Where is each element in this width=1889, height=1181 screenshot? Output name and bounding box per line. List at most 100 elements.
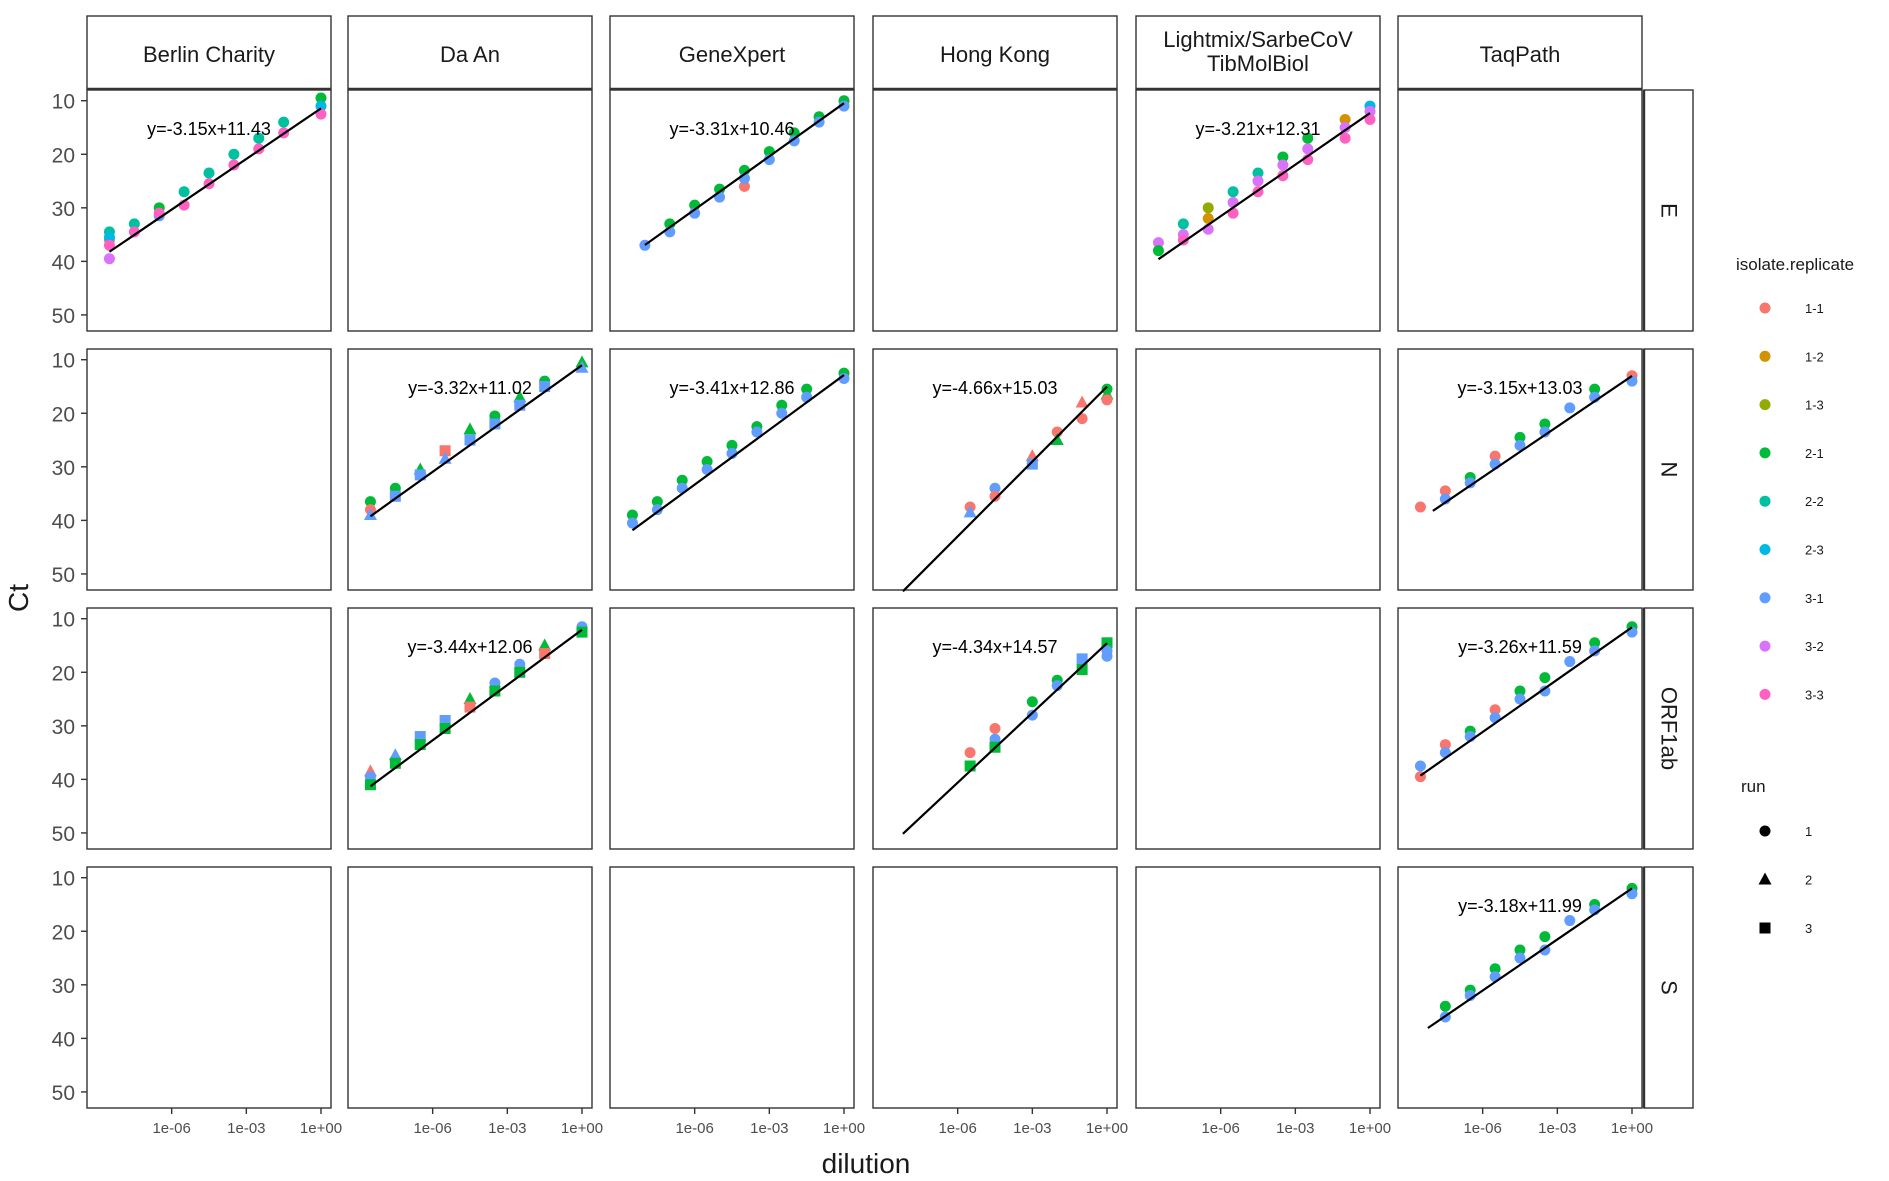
legend-color-label: 2-3 bbox=[1805, 543, 1824, 558]
data-point bbox=[964, 760, 976, 772]
data-point bbox=[776, 399, 788, 411]
panel-data: y=-3.41x+12.86 bbox=[626, 367, 850, 532]
fit-equation: y=-4.66x+15.03 bbox=[932, 378, 1057, 398]
x-tick-label: 1e-03 bbox=[488, 1120, 526, 1137]
column-strip bbox=[609, 15, 855, 90]
fit-equation: y=-3.26x+11.59 bbox=[1458, 637, 1582, 657]
data-point bbox=[538, 638, 552, 651]
column-strip-label: Lightmix/SarbeCoV bbox=[1163, 27, 1353, 52]
data-point bbox=[1050, 433, 1064, 446]
data-point bbox=[253, 132, 265, 144]
legend-color-swatch bbox=[1759, 302, 1771, 314]
data-point bbox=[128, 226, 140, 238]
data-point bbox=[463, 692, 477, 705]
y-tick-label: 20 bbox=[52, 662, 75, 685]
y-tick-label: 40 bbox=[52, 510, 75, 533]
x-tick-label: 1e+00 bbox=[1611, 1120, 1653, 1137]
x-tick-label: 1e+00 bbox=[1086, 1120, 1128, 1137]
facet-panel bbox=[347, 89, 593, 332]
legend-color-label: 1-3 bbox=[1805, 398, 1824, 413]
data-point bbox=[1339, 121, 1351, 133]
data-point bbox=[103, 231, 115, 243]
data-point bbox=[651, 504, 663, 516]
legend-color-label: 2-1 bbox=[1805, 446, 1824, 461]
legend-color-label: 2-2 bbox=[1805, 494, 1824, 509]
legend-color-swatch bbox=[1759, 592, 1771, 604]
data-point bbox=[228, 148, 240, 160]
y-tick-label: 20 bbox=[52, 403, 75, 426]
data-point bbox=[1514, 431, 1526, 443]
row-strip bbox=[1643, 866, 1694, 1109]
panel-data: y=-3.15x+13.03 bbox=[1414, 370, 1638, 513]
data-point bbox=[1075, 395, 1089, 408]
data-point bbox=[389, 757, 401, 769]
facet-panel bbox=[86, 866, 332, 1109]
data-point bbox=[464, 701, 476, 713]
x-tick-label: 1e-06 bbox=[152, 1120, 190, 1137]
fit-line bbox=[1419, 626, 1633, 777]
facet-panel bbox=[872, 866, 1118, 1109]
panel-data: y=-4.66x+15.03 bbox=[902, 378, 1114, 593]
data-point bbox=[1564, 656, 1576, 668]
data-point bbox=[1514, 693, 1526, 705]
data-point bbox=[103, 239, 115, 251]
data-point bbox=[1152, 245, 1164, 257]
column-strip-label: GeneXpert bbox=[679, 42, 785, 67]
fit-line bbox=[1432, 375, 1633, 512]
data-point bbox=[1514, 952, 1526, 964]
data-point bbox=[103, 253, 115, 265]
legend-color-swatch bbox=[1759, 544, 1771, 555]
y-tick-label: 50 bbox=[52, 305, 75, 328]
data-point bbox=[1101, 650, 1113, 662]
y-tick-label: 10 bbox=[52, 350, 75, 373]
legend-shape-swatch bbox=[1758, 872, 1772, 885]
legend-color-swatch bbox=[1759, 495, 1771, 507]
data-point bbox=[714, 183, 726, 195]
y-tick-label: 30 bbox=[52, 716, 75, 739]
fit-line bbox=[1157, 112, 1371, 261]
data-point bbox=[738, 180, 750, 192]
data-point bbox=[1589, 637, 1601, 649]
y-tick-label: 30 bbox=[52, 198, 75, 221]
x-tick-label: 1e+00 bbox=[561, 1120, 603, 1137]
fit-line bbox=[902, 642, 1108, 835]
legend-shape-label: 3 bbox=[1805, 921, 1812, 936]
fit-line bbox=[108, 107, 322, 253]
x-tick-label: 1e-03 bbox=[1276, 1120, 1314, 1137]
data-point bbox=[963, 505, 977, 518]
row-strip bbox=[1643, 89, 1694, 332]
data-point bbox=[1439, 485, 1451, 497]
data-point bbox=[439, 445, 451, 457]
data-point bbox=[1277, 170, 1289, 182]
legend-color-swatch bbox=[1759, 688, 1771, 700]
data-point bbox=[228, 159, 240, 171]
data-point bbox=[1539, 685, 1551, 697]
y-tick-label: 40 bbox=[52, 1028, 75, 1051]
data-point bbox=[1539, 931, 1551, 943]
data-point bbox=[964, 747, 976, 759]
data-point bbox=[1414, 501, 1426, 513]
data-point bbox=[513, 390, 527, 403]
fit-equation: y=-3.31x+10.46 bbox=[669, 119, 794, 139]
y-tick-label: 10 bbox=[52, 91, 75, 114]
facet-panel bbox=[609, 607, 855, 850]
data-point bbox=[989, 723, 1001, 734]
data-point bbox=[539, 380, 551, 392]
fit-equation: y=-3.18x+11.99 bbox=[1458, 896, 1582, 916]
data-point bbox=[1227, 186, 1239, 198]
data-point bbox=[1076, 653, 1088, 665]
data-point bbox=[1339, 113, 1351, 125]
y-tick-label: 10 bbox=[52, 609, 75, 632]
legend-color-label: 3-1 bbox=[1805, 591, 1824, 606]
x-tick-label: 1e-03 bbox=[1538, 1120, 1576, 1137]
x-axis-title: dilution bbox=[822, 1148, 911, 1179]
data-point bbox=[1364, 113, 1376, 125]
legend-color-swatch bbox=[1759, 350, 1771, 362]
legend-color-label: 3-2 bbox=[1805, 639, 1824, 654]
panel-data: y=-3.21x+12.31 bbox=[1152, 100, 1376, 261]
fit-line bbox=[369, 628, 583, 788]
legend-shape-swatch bbox=[1759, 922, 1771, 934]
data-point bbox=[315, 92, 327, 104]
data-point bbox=[1302, 132, 1314, 144]
row-strip bbox=[1643, 607, 1694, 850]
